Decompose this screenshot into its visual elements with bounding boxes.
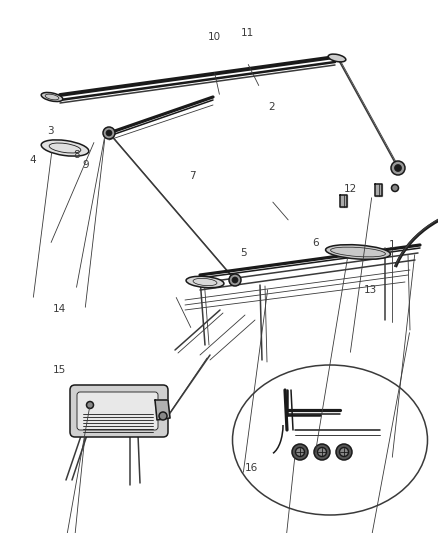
Circle shape bbox=[232, 277, 238, 283]
Text: 5: 5 bbox=[240, 248, 247, 258]
Text: 4: 4 bbox=[29, 155, 36, 165]
Text: 1: 1 bbox=[389, 240, 396, 250]
Text: 11: 11 bbox=[241, 28, 254, 38]
Text: 6: 6 bbox=[312, 238, 319, 247]
Text: 8: 8 bbox=[73, 150, 80, 159]
Circle shape bbox=[391, 161, 405, 175]
Text: 3: 3 bbox=[47, 126, 54, 135]
Circle shape bbox=[296, 448, 304, 456]
Circle shape bbox=[292, 444, 308, 460]
Circle shape bbox=[314, 444, 330, 460]
Ellipse shape bbox=[41, 140, 89, 156]
Text: 16: 16 bbox=[244, 463, 258, 473]
Text: 2: 2 bbox=[268, 102, 275, 111]
Ellipse shape bbox=[325, 245, 390, 260]
Circle shape bbox=[86, 401, 93, 408]
Circle shape bbox=[395, 165, 402, 172]
Circle shape bbox=[106, 130, 112, 136]
Text: 10: 10 bbox=[208, 33, 221, 42]
Circle shape bbox=[336, 444, 352, 460]
Text: 7: 7 bbox=[189, 171, 196, 181]
FancyBboxPatch shape bbox=[77, 392, 158, 430]
Text: 15: 15 bbox=[53, 366, 66, 375]
Ellipse shape bbox=[41, 92, 63, 101]
Text: 9: 9 bbox=[82, 160, 89, 170]
Circle shape bbox=[103, 127, 115, 139]
Text: 14: 14 bbox=[53, 304, 66, 314]
Ellipse shape bbox=[186, 276, 224, 288]
Polygon shape bbox=[340, 195, 347, 207]
Text: 13: 13 bbox=[364, 286, 377, 295]
FancyBboxPatch shape bbox=[70, 385, 168, 437]
Circle shape bbox=[318, 448, 326, 456]
Circle shape bbox=[392, 184, 399, 191]
Polygon shape bbox=[375, 184, 382, 196]
Circle shape bbox=[229, 274, 241, 286]
Ellipse shape bbox=[233, 365, 427, 515]
Circle shape bbox=[339, 448, 349, 456]
Circle shape bbox=[159, 412, 167, 420]
Text: 12: 12 bbox=[344, 184, 357, 194]
Polygon shape bbox=[155, 400, 170, 420]
Ellipse shape bbox=[328, 54, 346, 62]
